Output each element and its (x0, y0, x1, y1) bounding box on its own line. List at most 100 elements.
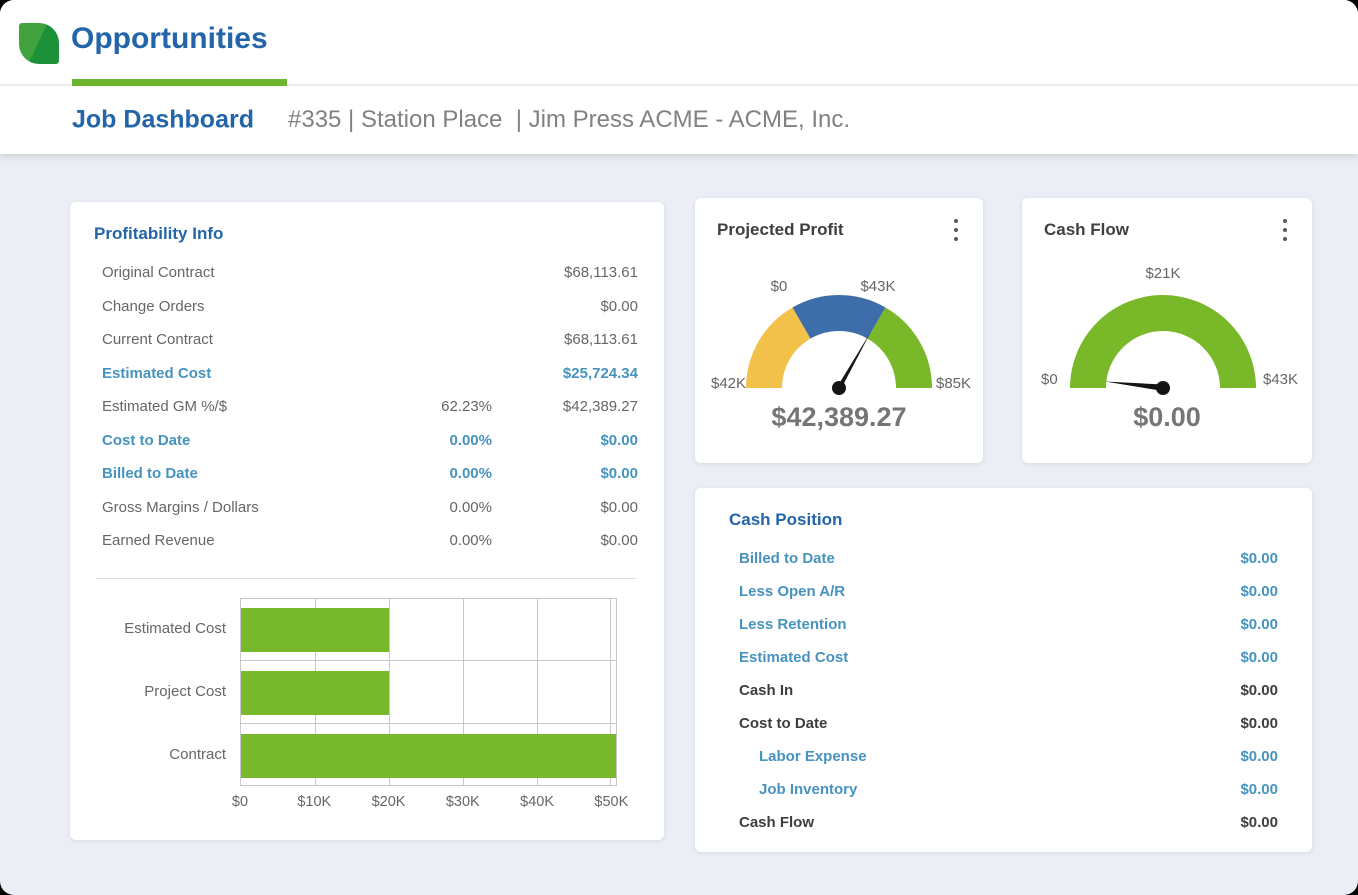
billed-to-date-value-link[interactable]: $0.00 (600, 465, 638, 483)
row-value[interactable]: $0.00 (1240, 781, 1278, 798)
axis-tick: $30K (445, 793, 480, 810)
kebab-menu-icon[interactable] (951, 219, 961, 241)
gridline (610, 598, 612, 785)
gridline (462, 598, 464, 785)
row-value[interactable]: $0.00 (1240, 649, 1278, 666)
cash-position-row: Less Open A/R $0.00 (729, 575, 1278, 608)
job-inventory-link[interactable]: Job Inventory (759, 781, 858, 798)
gauge-needle-hub (1156, 381, 1170, 395)
gauge-segment-green (1070, 295, 1256, 389)
dashboard-content: Profitability Info Original Contract $68… (0, 156, 1358, 895)
projected-profit-value: $42,389.27 (771, 402, 907, 432)
profitability-row-cost-to-date: Cost to Date 0.00% $0.00 (94, 424, 638, 458)
row-value: $68,113.61 (564, 331, 638, 349)
gauge-label-zero: $0 (770, 278, 788, 295)
gauge-segment-blue (792, 295, 886, 340)
cash-position-row: Cash In $0.00 (729, 674, 1278, 707)
less-retention-link[interactable]: Less Retention (739, 616, 847, 633)
row-value: $0.00 (600, 532, 638, 550)
estimated-cost-link[interactable]: Estimated Cost (102, 364, 212, 382)
bar-category-label: Project Cost (144, 682, 226, 700)
gridline (241, 722, 616, 724)
labor-expense-link[interactable]: Labor Expense (759, 748, 867, 765)
gauge-label-max: $85K (936, 375, 972, 392)
cash-position-row: Labor Expense $0.00 (729, 740, 1278, 773)
row-label: Estimated GM %/$ (102, 398, 228, 416)
row-label: Change Orders (102, 297, 205, 315)
bar-estimated-cost (241, 607, 389, 652)
billed-to-date-link[interactable]: Billed to Date (102, 465, 198, 483)
projected-profit-gauge (746, 295, 932, 395)
estimated-cost-link[interactable]: Estimated Cost (739, 649, 849, 666)
profitability-title: Profitability Info (94, 224, 224, 243)
row-percent: 0.00% (449, 498, 492, 516)
row-value[interactable]: $0.00 (1240, 616, 1278, 633)
row-label: Earned Revenue (102, 532, 215, 550)
gridline (536, 598, 538, 785)
estimated-cost-value-link[interactable]: $25,724.34 (562, 364, 638, 382)
gauge-title: Projected Profit (717, 220, 844, 239)
gridline (388, 598, 390, 785)
row-percent: 62.23% (441, 398, 492, 416)
profitability-row: Current Contract $68,113.61 (94, 323, 638, 357)
profitability-row: Original Contract $68,113.61 (94, 256, 638, 290)
profitability-row: Change Orders $0.00 (94, 290, 638, 324)
row-value: $0.00 (600, 297, 638, 315)
axis-tick: $10K (297, 793, 332, 810)
cost-comparison-bar-chart: Estimated Cost Project Cost Contract (94, 591, 638, 821)
row-value: $0.00 (600, 498, 638, 516)
divider (96, 577, 636, 579)
gauge-label-min: $0 (1041, 371, 1058, 388)
row-value[interactable]: $0.00 (1240, 550, 1278, 567)
cash-flow-card: Cash Flow $21K $0 $43K $0.00 (1022, 198, 1312, 463)
sub-header: Job Dashboard #335 | Station Place | Jim… (0, 86, 1358, 154)
chart-plot-area (240, 597, 617, 786)
row-label: Current Contract (102, 331, 213, 349)
x-axis-ticks: $0 $10K $20K $30K $40K $50K (232, 793, 628, 814)
gauge-needle (1105, 381, 1163, 391)
cash-position-row: Cost to Date $0.00 (729, 707, 1278, 740)
page-title: Job Dashboard (72, 105, 254, 134)
profitability-row: Earned Revenue 0.00% $0.00 (94, 524, 638, 558)
row-percent: 0.00% (449, 532, 492, 550)
row-value: $68,113.61 (564, 264, 638, 282)
row-value[interactable]: $0.00 (1240, 583, 1278, 600)
row-value: $0.00 (1240, 715, 1278, 732)
row-percent: 0.00% (449, 465, 492, 483)
cash-position-card: Cash Position Billed to Date $0.00 Less … (695, 488, 1312, 852)
cash-position-row: Cash Flow $0.00 (729, 806, 1278, 839)
projected-profit-card: Projected Profit $0 $43K $42K $85K $42,3… (695, 198, 983, 463)
bar-contract (241, 733, 616, 778)
axis-tick: $50K (594, 793, 629, 810)
cash-flow-label: Cash Flow (739, 814, 815, 831)
row-value[interactable]: $0.00 (1240, 748, 1278, 765)
gauge-needle-hub (832, 381, 846, 395)
cost-to-date-value-link[interactable]: $0.00 (600, 431, 638, 449)
gauge-label-min: $42K (711, 375, 747, 392)
gauge-segment-green (866, 307, 932, 389)
cost-to-date-label: Cost to Date (739, 715, 828, 732)
gridline (241, 660, 616, 662)
gauge-needle (836, 331, 871, 388)
cash-position-title: Cash Position (729, 510, 843, 529)
cash-position-row: Billed to Date $0.00 (729, 542, 1278, 575)
profitability-row: Gross Margins / Dollars 0.00% $0.00 (94, 491, 638, 525)
active-tab-underline (72, 79, 287, 86)
bar-category-label: Contract (169, 745, 226, 763)
gauge-title: Cash Flow (1044, 220, 1130, 239)
profitability-card: Profitability Info Original Contract $68… (70, 202, 664, 840)
axis-tick: $0 (231, 793, 249, 810)
cash-position-row: Job Inventory $0.00 (729, 773, 1278, 806)
axis-tick: $20K (371, 793, 406, 810)
top-bar: Opportunities (0, 0, 1358, 86)
row-value: $0.00 (1240, 814, 1278, 831)
axis-tick: $40K (520, 793, 554, 810)
kebab-menu-icon[interactable] (1280, 219, 1290, 241)
billed-to-date-link[interactable]: Billed to Date (739, 550, 835, 567)
brand-leaf-icon (19, 23, 59, 64)
row-label: Original Contract (102, 264, 215, 282)
cash-flow-value: $0.00 (1133, 402, 1201, 432)
less-open-ar-link[interactable]: Less Open A/R (739, 583, 846, 600)
cost-to-date-link[interactable]: Cost to Date (102, 431, 191, 449)
